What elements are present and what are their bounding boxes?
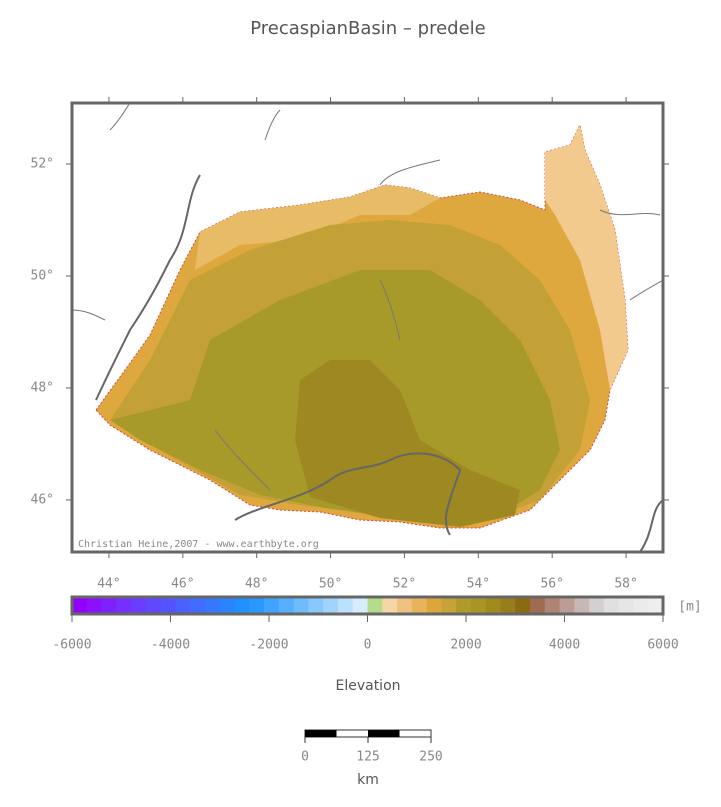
colorbar-tick-label: 2000 <box>450 638 481 653</box>
colorbar-swatch <box>145 597 162 614</box>
colorbar-swatch <box>131 597 147 614</box>
scale-bar-segment <box>368 730 400 737</box>
rivers <box>72 103 663 491</box>
colorbar-swatch <box>352 597 368 614</box>
lon-tick-label: 54° <box>467 577 490 592</box>
colorbar-swatch <box>485 597 501 614</box>
colorbar-swatch <box>234 597 250 614</box>
basin-west-light <box>195 185 440 270</box>
colorbar-swatch <box>278 597 295 614</box>
lon-tick-label: 48° <box>245 577 268 592</box>
colorbar-swatch <box>293 597 309 614</box>
scale-unit: km <box>357 772 379 788</box>
colorbar-swatch <box>530 597 546 614</box>
colorbar-swatch <box>456 597 472 614</box>
colorbar-swatch <box>589 597 605 614</box>
colorbar-swatch <box>382 597 398 614</box>
colorbar-swatch <box>72 597 88 614</box>
lat-tick-label: 52° <box>31 157 54 172</box>
title: PrecaspianBasin – predele <box>250 18 485 39</box>
credit: Christian Heine,2007 - www.earthbyte.org <box>78 539 319 550</box>
colorbar-swatch <box>367 597 383 614</box>
lon-tick-label: 46° <box>171 577 194 592</box>
colorbar-swatch <box>397 597 413 614</box>
colorbar-swatch <box>574 597 590 614</box>
scale-bar-segment <box>305 730 337 737</box>
colorbar-swatch <box>633 597 649 614</box>
colorbar-tick-label: 6000 <box>647 638 678 653</box>
colorbar-swatch <box>544 597 561 614</box>
lon-tick-label: 50° <box>319 577 342 592</box>
colorbar-unit: [m] <box>678 600 701 615</box>
colorbar-swatch <box>175 597 191 614</box>
colorbar-swatch <box>219 597 236 614</box>
colorbar-swatch <box>323 597 339 614</box>
colorbar-swatch <box>500 597 516 614</box>
colorbar-swatch <box>160 597 176 614</box>
colorbar-swatch <box>86 597 103 614</box>
colorbar-swatch <box>441 597 457 614</box>
colorbar-swatch <box>559 597 575 614</box>
colorbar-swatch <box>308 597 324 614</box>
colorbar-tick-label: -4000 <box>151 638 190 653</box>
colorbar-tick-label: 4000 <box>549 638 580 653</box>
colorbar-swatch <box>337 597 354 614</box>
lon-tick-label: 56° <box>540 577 563 592</box>
lat-tick-label: 50° <box>31 268 54 283</box>
lat-tick-label: 48° <box>31 380 54 395</box>
colorbar-swatch <box>515 597 531 614</box>
colorbar-tick-label: -6000 <box>52 638 91 653</box>
colorbar-swatch <box>204 597 221 614</box>
lon-tick-label: 52° <box>393 577 416 592</box>
map-frame <box>70 101 665 554</box>
basin-brown <box>295 360 520 527</box>
basin-east-light <box>545 125 628 390</box>
map-content <box>72 103 663 552</box>
colorbar-swatch <box>116 597 132 614</box>
colorbar-tick-label: 0 <box>364 638 372 653</box>
colorbar-label: Elevation <box>335 678 400 694</box>
colorbar-swatch <box>603 597 620 614</box>
scale-tick-label: 0 <box>301 750 309 765</box>
colorbar-swatch <box>470 597 487 614</box>
colorbar-swatch <box>411 597 428 614</box>
lon-tick-label: 58° <box>614 577 637 592</box>
colorbar-swatch <box>618 597 634 614</box>
colorbar-swatch <box>190 597 206 614</box>
colorbar-swatch <box>264 597 280 614</box>
colorbar-swatch <box>426 597 442 614</box>
scale-tick-label: 250 <box>419 750 442 765</box>
colorbar-swatch <box>101 597 117 614</box>
colorbar-swatch <box>648 597 664 614</box>
lon-tick-label: 44° <box>97 577 120 592</box>
lat-tick-label: 46° <box>31 492 54 507</box>
colorbar-tick-label: -2000 <box>249 638 288 653</box>
colorbar-swatch <box>249 597 265 614</box>
coastline <box>95 174 663 552</box>
scale-tick-label: 125 <box>356 750 379 765</box>
